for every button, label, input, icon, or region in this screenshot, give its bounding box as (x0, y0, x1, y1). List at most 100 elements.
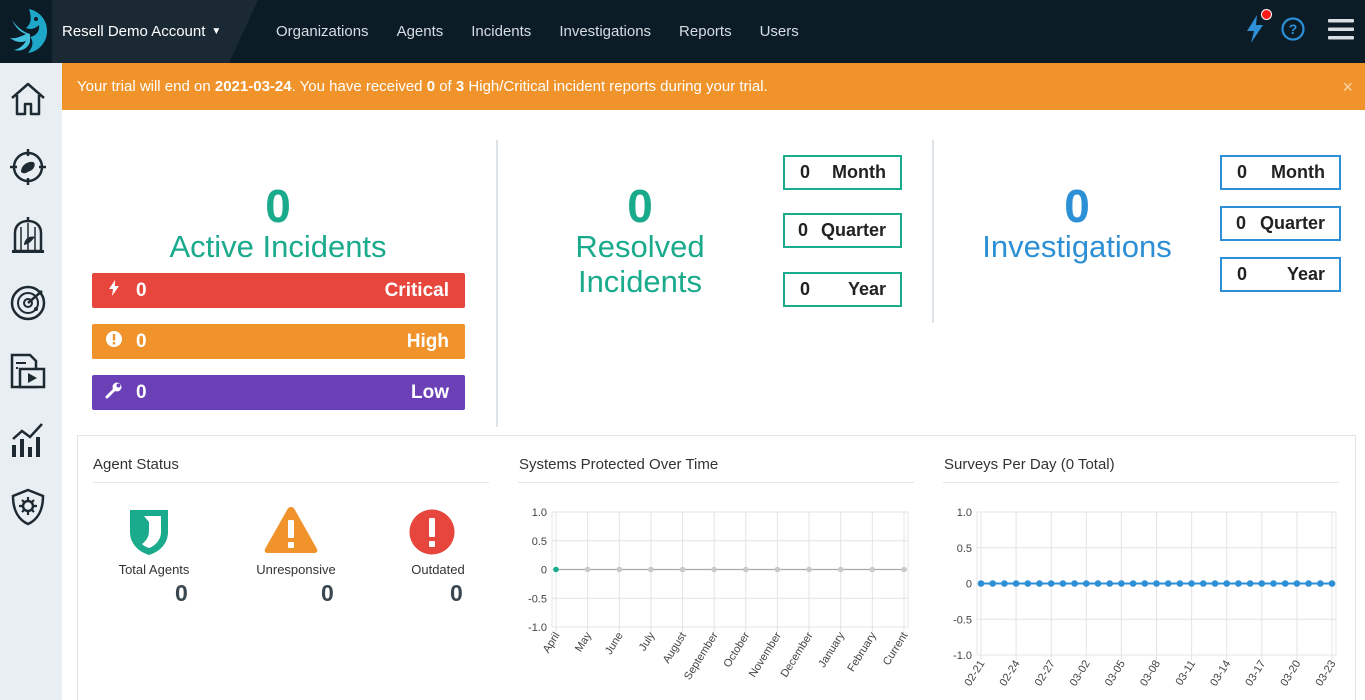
data-point (1235, 580, 1242, 587)
resolved-month-label: Month (832, 162, 886, 182)
x-tick-label: 03-23 (1313, 658, 1338, 688)
data-point (584, 566, 591, 573)
data-point (1246, 580, 1254, 587)
data-point (869, 566, 876, 573)
nav-investigations[interactable]: Investigations (559, 23, 652, 40)
account-switcher[interactable]: Resell Demo Account ▼ (52, 0, 258, 63)
phoenix-logo-icon[interactable] (6, 6, 52, 56)
low-label: Low (411, 381, 449, 403)
data-point (616, 566, 623, 573)
account-name: Resell Demo Account (62, 23, 206, 40)
high-incidents-bar[interactable]: 0 High (92, 324, 465, 359)
y-tick-label: 0.5 (957, 543, 972, 555)
help-icon[interactable]: ? (1281, 17, 1305, 41)
exclamation-circle-icon[interactable] (409, 509, 455, 555)
low-incidents-bar[interactable]: 0 Low (92, 375, 465, 410)
resolved-month-pill[interactable]: 0 Month (783, 155, 902, 190)
analytics-chart-icon[interactable] (8, 419, 48, 459)
systems-protected-title: Systems Protected Over Time (519, 456, 719, 473)
x-tick-label: 02-21 (962, 658, 987, 688)
investigations-quarter-label: Quarter (1259, 213, 1325, 233)
low-count: 0 (136, 381, 147, 403)
data-point (977, 580, 985, 587)
high-count: 0 (136, 330, 147, 352)
caret-down-icon: ▼ (211, 26, 222, 37)
resolved-incidents-label-line1[interactable]: Resolved (575, 229, 705, 264)
data-point (1293, 580, 1301, 587)
resolved-year-pill[interactable]: 0 Year (783, 272, 902, 307)
data-point (679, 566, 686, 573)
investigations-label[interactable]: Investigations (982, 229, 1172, 264)
lightning-bolt-icon[interactable] (1244, 14, 1266, 44)
x-tick-label: 03-02 (1068, 658, 1093, 688)
active-incidents-count[interactable]: 0 (265, 180, 291, 232)
shield-icon[interactable] (128, 508, 170, 556)
y-tick-label: -0.5 (953, 614, 972, 626)
unresponsive-item[interactable]: Unresponsive (236, 562, 356, 577)
data-point (1118, 580, 1125, 587)
investigations-quarter-pill[interactable]: 0 Quarter (1220, 206, 1341, 241)
critical-incidents-bar[interactable]: 0 Critical (92, 273, 465, 308)
x-tick-label: May (573, 630, 594, 654)
nav-organizations[interactable]: Organizations (276, 23, 369, 40)
birdcage-icon[interactable] (8, 215, 48, 255)
close-icon[interactable]: × (1342, 77, 1353, 97)
nav-incidents[interactable]: Incidents (471, 23, 532, 40)
x-tick-label: August (661, 630, 689, 665)
outdated-value: 0 (450, 580, 463, 606)
divider (518, 482, 914, 483)
data-point (989, 580, 996, 587)
radar-icon[interactable] (8, 283, 48, 323)
x-tick-label: June (603, 630, 626, 657)
resolved-incidents-count[interactable]: 0 (627, 180, 653, 232)
y-tick-label: 0 (541, 565, 547, 577)
y-tick-label: -0.5 (528, 593, 547, 605)
video-report-icon[interactable] (8, 351, 48, 391)
total-agents-label: Total Agents (118, 562, 190, 577)
x-tick-label: Current (881, 630, 911, 667)
nav-reports[interactable]: Reports (679, 23, 732, 40)
data-point (1094, 580, 1102, 587)
investigations-year-pill[interactable]: 0 Year (1220, 257, 1341, 292)
outdated-label: Outdated (411, 562, 465, 577)
resolved-year-label: Year (847, 279, 886, 299)
data-point (648, 566, 654, 573)
outdated-item[interactable]: Outdated (378, 562, 498, 577)
data-point (1083, 580, 1090, 587)
x-tick-label: February (845, 630, 879, 674)
data-point (1200, 580, 1207, 587)
home-icon[interactable] (8, 79, 48, 119)
divider (943, 482, 1339, 483)
svg-text:?: ? (1289, 21, 1298, 37)
y-tick-label: 0 (966, 579, 972, 591)
footprint-hunt-icon[interactable] (8, 147, 48, 187)
data-point (1281, 580, 1289, 587)
x-tick-label: 03-08 (1138, 658, 1163, 688)
data-point (1317, 580, 1324, 587)
warning-triangle-icon[interactable] (263, 505, 319, 555)
nav-users[interactable]: Users (759, 23, 799, 40)
nav-agents[interactable]: Agents (396, 23, 444, 40)
investigations-month-pill[interactable]: 0 Month (1220, 155, 1341, 190)
total-agents-item[interactable]: Total Agents (94, 562, 214, 577)
x-tick-label: 03-05 (1103, 658, 1128, 688)
resolved-incidents-label-line2[interactable]: Incidents (577, 264, 703, 299)
alert-text: Your trial will end on 2021-03-24. You h… (77, 78, 768, 95)
shield-gear-icon[interactable] (8, 487, 48, 527)
critical-label: Critical (384, 279, 449, 301)
hamburger-menu-icon[interactable] (1327, 17, 1355, 41)
divider (932, 140, 934, 323)
data-point (1059, 580, 1067, 587)
notification-dot (1261, 9, 1272, 20)
resolved-quarter-pill[interactable]: 0 Quarter (783, 213, 902, 248)
x-tick-label: December (779, 630, 816, 680)
dashboard-panel (77, 435, 1356, 700)
investigations-month-value: 0 (1236, 162, 1247, 182)
active-incidents-label[interactable]: Active Incidents (169, 229, 387, 264)
data-point (901, 566, 907, 573)
investigations-count[interactable]: 0 (1064, 180, 1090, 232)
investigations-year-label: Year (1286, 264, 1325, 284)
surveys-per-day-chart: 1.0 0.5 0 -0.5 -1.002-21 02-24 02-27 03-02 03-05… (953, 507, 1339, 688)
left-sidebar (0, 63, 62, 700)
divider (93, 482, 489, 483)
